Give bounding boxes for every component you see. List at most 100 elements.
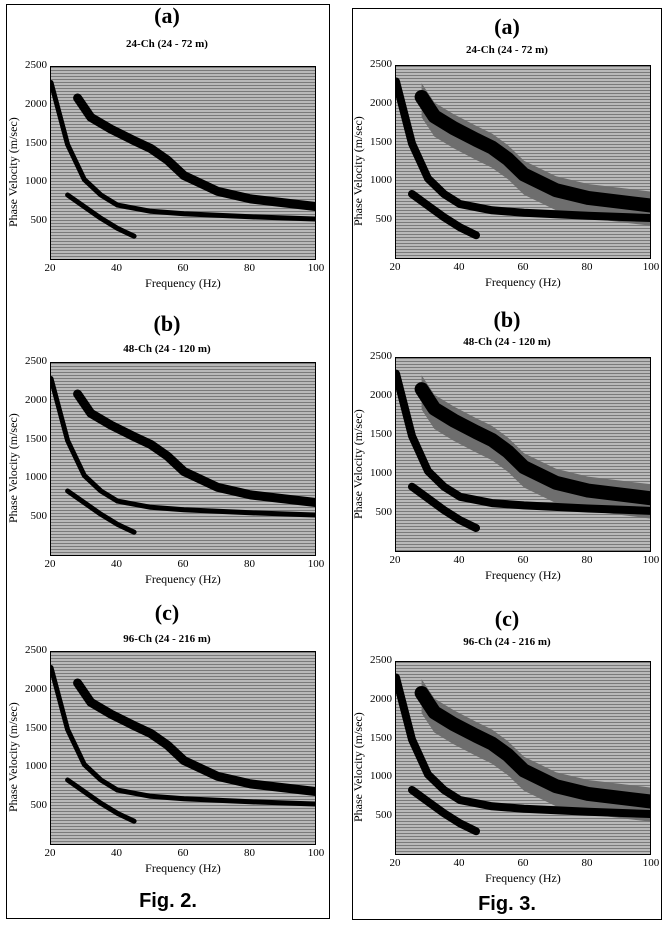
y-tick-label: 1000 xyxy=(25,175,47,188)
dispersion-curves xyxy=(51,665,315,824)
x-tick-label: 100 xyxy=(307,558,325,570)
x-axis-label: Frequency (Hz) xyxy=(145,276,221,290)
panel-label: (b) xyxy=(493,307,521,332)
dispersion-curves xyxy=(396,77,650,240)
dispersion-curve xyxy=(65,192,137,239)
dispersion-curves xyxy=(396,673,650,836)
x-tick-label: 60 xyxy=(517,554,529,566)
dispersion-curve xyxy=(396,77,650,223)
x-tick-label: 100 xyxy=(307,262,325,274)
panel-title: 24-Ch (24 - 72 m) xyxy=(126,38,208,50)
energy-contour xyxy=(421,83,650,226)
panel-label: (a) xyxy=(494,14,520,39)
x-tick-label: 60 xyxy=(177,558,189,570)
y-tick-label: 2000 xyxy=(370,692,392,705)
y-tick-label: 500 xyxy=(375,213,393,226)
y-tick-label: 1500 xyxy=(370,731,392,744)
x-tick-label: 20 xyxy=(44,262,56,274)
x-tick-label: 40 xyxy=(111,262,122,274)
y-tick-label: 1500 xyxy=(370,135,392,148)
dispersion-curve xyxy=(73,93,315,211)
y-tick-label: 2500 xyxy=(370,654,392,666)
y-tick-label: 2500 xyxy=(25,644,47,656)
panel-label: (c) xyxy=(494,606,520,631)
y-tick-label: 1500 xyxy=(25,136,47,149)
y-tick-label: 500 xyxy=(375,809,393,822)
y-axis-label: Phase Velocity (m/sec) xyxy=(351,712,365,822)
x-axis-label: Frequency (Hz) xyxy=(485,275,561,289)
x-axis-label: Frequency (Hz) xyxy=(485,871,561,885)
panel-label: (b) xyxy=(153,311,181,336)
dispersion-curve xyxy=(396,673,650,819)
energy-contour xyxy=(421,375,650,519)
dispersion-curve xyxy=(51,376,315,518)
dispersion-image xyxy=(395,65,651,259)
dispersion-image xyxy=(395,661,651,855)
x-tick-label: 20 xyxy=(389,554,401,566)
x-tick-label: 80 xyxy=(244,847,255,859)
dispersion-curves xyxy=(51,80,315,239)
y-tick-label: 2000 xyxy=(25,682,47,695)
dispersion-curve xyxy=(414,382,650,506)
x-tick-label: 100 xyxy=(307,847,325,859)
dispersion-curve xyxy=(396,369,650,515)
x-tick-label: 40 xyxy=(453,261,465,273)
dispersion-curves xyxy=(51,376,315,535)
y-tick-label: 1500 xyxy=(370,428,392,440)
y-tick-label: 2500 xyxy=(370,350,392,362)
y-axis-label: Phase Velocity (m/sec) xyxy=(351,116,365,226)
y-tick-label: 1000 xyxy=(370,467,392,479)
dispersion-curve xyxy=(51,80,315,222)
x-tick-label: 20 xyxy=(389,261,401,273)
y-tick-label: 1500 xyxy=(25,721,47,734)
panel-label: (a) xyxy=(154,3,180,28)
dispersion-curve xyxy=(408,786,480,836)
dispersion-curve xyxy=(73,389,315,507)
y-tick-label: 2000 xyxy=(25,393,47,406)
y-tick-label: 500 xyxy=(30,799,48,812)
dispersion-curves xyxy=(396,369,650,532)
panel-title: 48-Ch (24 - 120 m) xyxy=(123,343,211,355)
dispersion-image xyxy=(50,362,316,556)
x-tick-label: 60 xyxy=(177,262,189,274)
figure-caption: Fig. 3. xyxy=(478,893,536,915)
x-tick-label: 60 xyxy=(177,847,189,859)
dispersion-image xyxy=(395,357,651,552)
dispersion-image xyxy=(50,651,316,845)
y-axis-label: Phase Velocity (m/sec) xyxy=(6,702,20,812)
x-tick-label: 20 xyxy=(44,558,56,570)
x-tick-label: 80 xyxy=(581,554,593,566)
panel-title: 48-Ch (24 - 120 m) xyxy=(463,336,551,348)
dispersion-curve xyxy=(51,665,315,807)
x-tick-label: 20 xyxy=(389,857,401,869)
x-tick-label: 80 xyxy=(581,261,593,273)
y-tick-label: 1000 xyxy=(370,770,392,783)
y-tick-label: 500 xyxy=(30,510,48,523)
x-tick-label: 40 xyxy=(453,857,465,869)
y-tick-label: 1000 xyxy=(25,471,47,484)
y-tick-label: 2000 xyxy=(370,96,392,109)
x-axis-label: Frequency (Hz) xyxy=(145,572,221,586)
x-tick-label: 40 xyxy=(453,554,465,566)
panel-title: 96-Ch (24 - 216 m) xyxy=(463,636,551,648)
figure-2 xyxy=(6,4,330,919)
y-tick-label: 1000 xyxy=(370,174,392,187)
y-axis-label: Phase Velocity (m/sec) xyxy=(351,408,365,519)
dispersion-curve xyxy=(414,90,650,213)
y-axis-label: Phase Velocity (m/sec) xyxy=(6,117,20,227)
x-tick-label: 100 xyxy=(642,857,660,869)
dispersion-curve xyxy=(65,777,137,824)
dispersion-curve xyxy=(65,488,137,535)
dispersion-curve xyxy=(414,686,650,809)
y-tick-label: 1500 xyxy=(25,432,47,445)
x-tick-label: 60 xyxy=(517,857,529,869)
x-tick-label: 100 xyxy=(642,554,660,566)
figure-caption: Fig. 2. xyxy=(139,890,197,912)
y-tick-label: 2000 xyxy=(370,389,392,401)
figure-3 xyxy=(352,8,662,920)
x-tick-label: 40 xyxy=(111,847,122,859)
x-tick-label: 100 xyxy=(642,261,660,273)
dispersion-image xyxy=(50,66,316,260)
panel-title: 24-Ch (24 - 72 m) xyxy=(466,44,548,56)
energy-contour xyxy=(421,679,650,822)
